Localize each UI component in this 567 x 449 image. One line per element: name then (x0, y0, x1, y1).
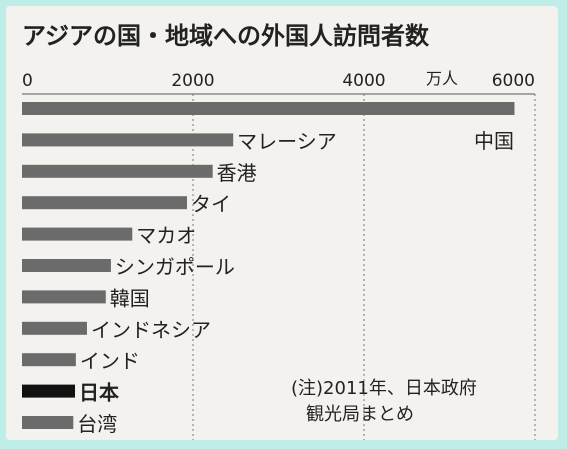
bar-chart: アジアの国・地域への外国人訪問者数 万人 0 2000 4000 6000 中国 マレー… (22, 22, 536, 440)
category-label: 中国 (474, 129, 514, 153)
bars (22, 102, 515, 429)
category-label: マカオ (136, 224, 196, 248)
category-label: 台湾 (77, 412, 117, 436)
chart-card: アジアの国・地域への外国人訪問者数 万人 0 2000 4000 6000 中国 マレー… (6, 6, 558, 440)
bar (22, 353, 76, 367)
bar (22, 102, 515, 115)
category-label: タイ (191, 192, 231, 216)
bar (22, 321, 87, 335)
bar (22, 227, 133, 241)
x-tick-label: 0 (22, 71, 33, 91)
bar (22, 416, 74, 429)
note-line-1: (注)2011年、日本政府 (291, 378, 477, 399)
chart-title: アジアの国・地域への外国人訪問者数 (22, 22, 430, 50)
category-label: 日本 (79, 381, 119, 405)
bar (22, 196, 188, 210)
note-line-2: 観光局まとめ (306, 404, 414, 425)
category-label: インドネシア (91, 318, 211, 342)
x-tick-label: 6000 (492, 71, 535, 91)
category-label: インド (80, 349, 140, 373)
x-tick-label: 2000 (171, 71, 214, 91)
category-label: 韓国 (110, 286, 150, 310)
x-tick-label: 4000 (342, 71, 385, 91)
category-label: 香港 (217, 161, 257, 185)
bar (22, 133, 234, 147)
bar (22, 259, 111, 272)
bar (22, 384, 76, 398)
x-tick-labels: 0 2000 4000 6000 (22, 71, 535, 91)
unit-label: 万人 (426, 69, 458, 88)
category-label: マレーシア (237, 129, 337, 153)
bar (22, 290, 106, 304)
bar (22, 164, 213, 178)
gridlines (22, 93, 536, 440)
category-label: シンガポール (115, 255, 235, 279)
